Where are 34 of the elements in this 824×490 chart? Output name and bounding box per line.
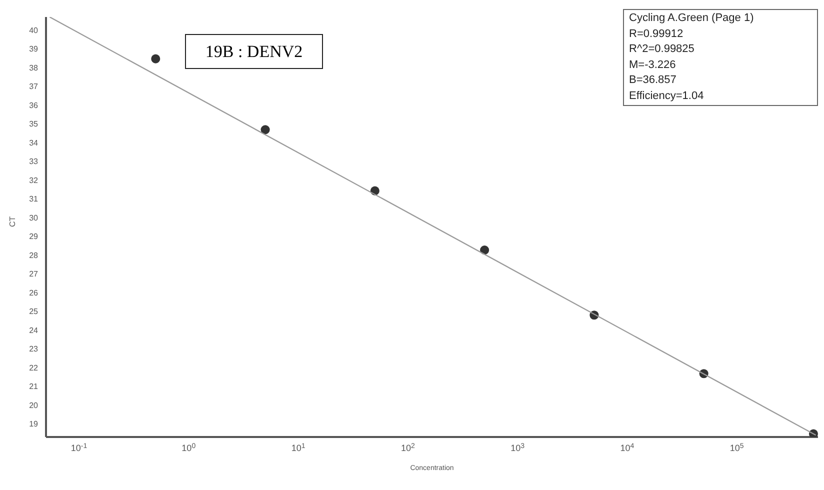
x-tick-label: 10$^{0}$ xyxy=(182,442,196,453)
y-tick-label: 25 xyxy=(29,307,39,316)
x-tick-label: 10$^{-1}$ xyxy=(70,442,88,453)
y-tick-label: 20 xyxy=(29,400,39,410)
y-tick-label: 22 xyxy=(29,363,39,372)
y-tick-label: 28 xyxy=(29,250,39,260)
y-tick-label: 40 xyxy=(29,26,39,35)
x-tick-label: 10$^{3}$ xyxy=(510,442,525,453)
y-tick-label: 37 xyxy=(29,82,39,92)
y-tick-label: 23 xyxy=(29,344,39,354)
y-tick-label: 30 xyxy=(29,213,39,222)
y-tick-label: 36 xyxy=(29,100,39,110)
y-tick-label: 31 xyxy=(29,194,39,204)
x-tick-label: 10$^{1}$ xyxy=(291,442,306,453)
x-tick-label: 10$^{5}$ xyxy=(730,442,744,453)
point xyxy=(260,125,270,134)
x-tick-label: 10$^{2}$ xyxy=(400,442,415,453)
y-axis-title: CT xyxy=(8,216,17,227)
y-tick-label: 39 xyxy=(29,44,39,54)
y-tick-label: 33 xyxy=(29,157,39,166)
y-tick-label: 32 xyxy=(29,176,39,185)
y-tick-label: 38 xyxy=(29,63,39,72)
y-tick-label: 19 xyxy=(29,420,39,429)
point xyxy=(151,54,160,64)
x-tick-label: 10$^{4}$ xyxy=(620,442,634,453)
y-tick-label: 34 xyxy=(29,138,39,148)
y-tick-label: 29 xyxy=(29,232,39,242)
y-tick-label: 26 xyxy=(29,288,39,298)
annotation: 19B : DENV2 xyxy=(185,34,323,69)
annotation: Cycling A.Green (Page 1) R=0.99912 R^2=0.99825 M=-3.226 B=36.857 Efficiency=1.04 xyxy=(623,9,818,106)
y-tick-label: 21 xyxy=(29,382,39,392)
y-tick-label: 27 xyxy=(29,270,39,279)
y-tick-label: 24 xyxy=(29,326,39,335)
y-tick-label: 35 xyxy=(29,120,39,129)
